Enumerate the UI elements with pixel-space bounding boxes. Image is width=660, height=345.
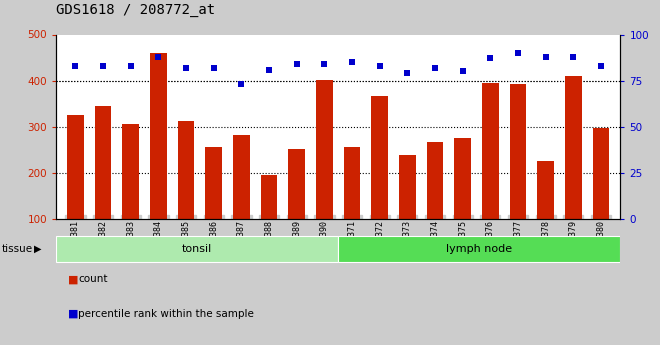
Point (292, 61, 302, 67)
Bar (338, 236, 620, 263)
Bar (510, 84, 527, 219)
Text: percentile rank within the sample: percentile rank within the sample (78, 309, 253, 319)
Bar (482, 83, 499, 219)
Bar (344, 147, 360, 219)
Bar (316, 80, 333, 219)
Bar (95, 106, 112, 219)
Point (209, 65, 219, 70)
Bar (150, 53, 167, 219)
Bar (427, 141, 444, 219)
Point (430, 65, 440, 70)
Text: tonsil: tonsil (182, 244, 213, 254)
Text: ■: ■ (68, 275, 79, 284)
Point (346, 59, 357, 65)
Text: GDS1618 / 208772_at: GDS1618 / 208772_at (56, 3, 215, 18)
Point (181, 65, 191, 70)
Point (264, 67, 275, 72)
Point (153, 54, 164, 59)
Bar (565, 76, 581, 219)
Bar (233, 135, 249, 219)
Bar (205, 147, 222, 219)
Text: ▶: ▶ (34, 244, 42, 254)
Bar (261, 175, 277, 219)
Point (485, 56, 496, 61)
Point (70, 63, 81, 69)
Text: tissue: tissue (1, 244, 32, 254)
Text: lymph node: lymph node (446, 244, 512, 254)
Point (402, 70, 412, 76)
Point (319, 61, 330, 67)
Bar (537, 161, 554, 219)
Point (457, 69, 468, 74)
Text: ■: ■ (68, 309, 79, 319)
Bar (56, 236, 338, 263)
Text: count: count (78, 275, 108, 284)
Bar (455, 138, 471, 219)
Point (568, 54, 579, 59)
Bar (288, 149, 305, 219)
Bar (372, 96, 388, 219)
Point (236, 81, 247, 87)
Bar (123, 125, 139, 219)
Point (125, 63, 136, 69)
Bar (593, 128, 609, 219)
Point (374, 63, 385, 69)
Bar (178, 121, 195, 219)
Bar (67, 115, 84, 219)
Point (513, 50, 523, 56)
Point (596, 63, 607, 69)
Point (98, 63, 108, 69)
Bar (399, 155, 416, 219)
Point (541, 54, 551, 59)
